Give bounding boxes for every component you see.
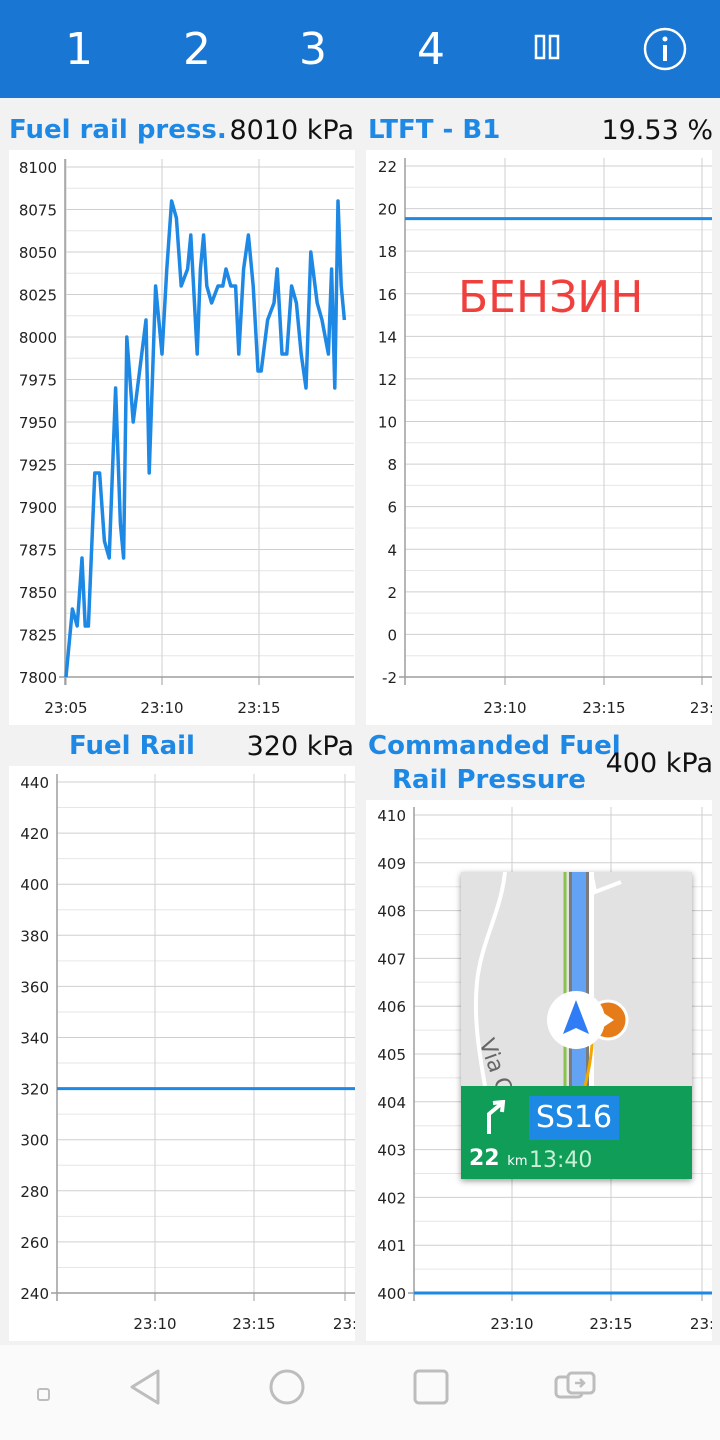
y-tick-label: 8075 <box>19 202 57 220</box>
chart-fuel-rail[interactable]: 440 420 400 380 360 340 320 300 280 260 240 23:10 2… <box>9 766 357 1341</box>
y-tick-label: 400 <box>377 1285 406 1303</box>
x-tick-label: 23: <box>333 1315 355 1333</box>
turn-right-icon <box>487 1100 506 1134</box>
y-tick-label: -2 <box>382 669 397 687</box>
tab-2[interactable]: 2 <box>183 24 211 75</box>
system-navbar <box>0 1345 720 1440</box>
series-line <box>64 199 347 678</box>
y-tick-label: 10 <box>378 414 397 432</box>
chart-svg-fuel-rail: 440 420 400 380 360 340 320 300 280 260 240 23:10 2… <box>20 774 357 1333</box>
y-tick-label: 8050 <box>19 244 57 262</box>
overlay-fuel-type-text: БЕНЗИН <box>458 272 644 323</box>
y-tick-label: 22 <box>378 158 397 176</box>
y-tick-label: 300 <box>20 1132 49 1150</box>
y-tick-label: 12 <box>378 371 397 389</box>
panel-title-ltft-b1: LTFT - B1 <box>368 115 501 145</box>
y-tick-label: 420 <box>20 825 49 843</box>
y-tick-label: 409 <box>377 855 406 873</box>
chart-fuel-rail-press[interactable]: 8100 8075 8050 8025 8000 7975 7950 7925 7900 7875… <box>9 150 355 725</box>
y-tick-label: 402 <box>377 1189 406 1207</box>
y-tick-label: 404 <box>377 1094 406 1112</box>
y-tick-label: 7825 <box>19 627 57 645</box>
panel-value-fuel-rail: 320 kPa <box>246 731 354 762</box>
y-tick-label: 380 <box>20 927 49 945</box>
square-dot-icon[interactable] <box>36 1387 52 1403</box>
y-tick-label: 8 <box>387 456 397 474</box>
y-tick-label: 401 <box>377 1237 406 1255</box>
map-view: Via C <box>461 872 692 1097</box>
x-tick-label: 23:15 <box>232 1315 275 1333</box>
y-tick-label: 20 <box>378 201 397 219</box>
top-toolbar: 1 2 3 4 <box>0 0 720 98</box>
x-tick-label: 23:15 <box>589 1315 632 1333</box>
y-tick-label: 400 <box>20 876 49 894</box>
info-icon[interactable] <box>642 26 688 72</box>
y-tick-label: 16 <box>378 286 397 304</box>
panel-title-commanded-line2: Rail Pressure <box>392 765 586 795</box>
panel-value-commanded: 400 kPa <box>605 748 713 779</box>
recents-icon[interactable] <box>411 1367 451 1407</box>
y-tick-label: 0 <box>387 626 397 644</box>
y-tick-label: 14 <box>378 328 397 346</box>
y-tick-label: 320 <box>20 1081 49 1099</box>
distance-value: 22 <box>469 1146 500 1171</box>
y-tick-label: 7875 <box>19 542 57 560</box>
x-tick-label: 23:10 <box>140 699 183 717</box>
y-tick-label: 408 <box>377 903 406 921</box>
x-tick-label: 23: <box>690 1315 712 1333</box>
panel-value-ltft-b1: 19.53 % <box>601 115 713 146</box>
y-tick-label: 8025 <box>19 287 57 305</box>
y-tick-label: 403 <box>377 1142 406 1160</box>
panel-value-fuel-rail-press: 8010 kPa <box>229 115 354 146</box>
tab-1[interactable]: 1 <box>65 24 93 75</box>
y-tick-label: 7975 <box>19 372 57 390</box>
x-tick-label: 23:10 <box>490 1315 533 1333</box>
x-tick-label: 23: <box>690 699 712 717</box>
y-tick-label: 18 <box>378 243 397 261</box>
back-icon[interactable] <box>126 1367 166 1407</box>
route-banner: SS16 22 km 13:40 <box>461 1086 692 1179</box>
y-tick-label: 260 <box>20 1234 49 1252</box>
chart-svg-fuel-rail-press: 8100 8075 8050 8025 8000 7975 7950 7925 7900 7875… <box>19 159 354 717</box>
y-tick-label: 7800 <box>19 669 57 687</box>
panel-title-fuel-rail-press: Fuel rail press. <box>9 115 227 145</box>
x-tick-label: 23:10 <box>133 1315 176 1333</box>
y-tick-label: 280 <box>20 1183 49 1201</box>
x-tick-label: 23:10 <box>483 699 526 717</box>
y-tick-label: 7950 <box>19 414 57 432</box>
y-tick-label: 4 <box>387 541 397 559</box>
eta-time: 13:40 <box>529 1148 593 1173</box>
pause-icon[interactable] <box>532 26 564 68</box>
y-tick-label: 440 <box>20 774 49 792</box>
y-tick-label: 7925 <box>19 457 57 475</box>
distance-unit: km <box>507 1154 528 1169</box>
y-tick-label: 8100 <box>19 159 57 177</box>
y-tick-label: 240 <box>20 1285 49 1303</box>
y-tick-label: 405 <box>377 1046 406 1064</box>
x-tick-label: 23:05 <box>44 699 87 717</box>
y-tick-label: 7850 <box>19 584 57 602</box>
navigation-widget[interactable]: Via C SS16 22 km 13:40 <box>461 872 692 1179</box>
y-tick-label: 340 <box>20 1030 49 1048</box>
y-tick-label: 2 <box>387 584 397 602</box>
y-tick-label: 7900 <box>19 499 57 517</box>
y-tick-label: 406 <box>377 998 406 1016</box>
y-tick-label: 360 <box>20 978 49 996</box>
y-tick-label: 407 <box>377 950 406 968</box>
road-badge: SS16 <box>529 1096 619 1140</box>
y-tick-label: 6 <box>387 499 397 517</box>
home-icon[interactable] <box>267 1367 307 1407</box>
tab-3[interactable]: 3 <box>299 24 327 75</box>
x-tick-label: 23:15 <box>582 699 625 717</box>
panel-title-commanded-line1: Commanded Fuel <box>368 731 621 761</box>
x-tick-label: 23:15 <box>237 699 280 717</box>
panel-title-fuel-rail: Fuel Rail <box>69 731 195 761</box>
screen-mirror-icon[interactable] <box>553 1367 597 1407</box>
y-tick-label: 410 <box>377 807 406 825</box>
y-tick-label: 8000 <box>19 329 57 347</box>
tab-4[interactable]: 4 <box>417 24 445 75</box>
turn-distance: 22 km <box>469 1146 528 1171</box>
chart-ltft-b1[interactable]: 22 20 18 16 14 12 10 8 6 4 2 0 -2 23:10 23:15 23: <box>366 150 714 725</box>
